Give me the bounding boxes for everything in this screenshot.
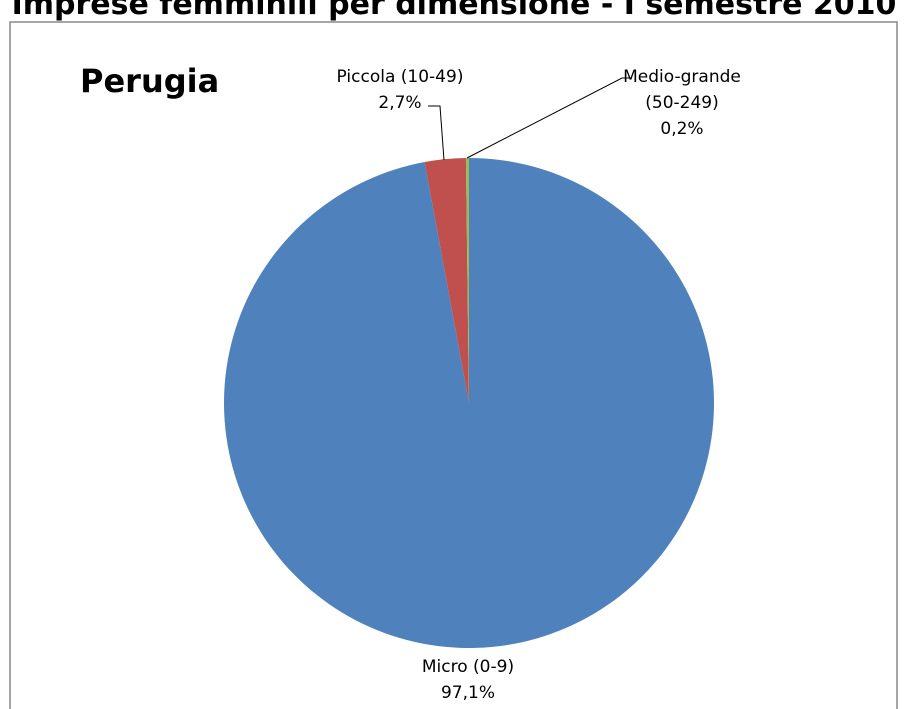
data-label: Medio-grande (50-249) 0,2% bbox=[622, 64, 742, 142]
chart-subtitle: Perugia bbox=[80, 62, 219, 100]
value-label: 2,7% bbox=[378, 93, 422, 113]
value-label: 0,2% bbox=[660, 119, 704, 139]
category-label: Medio-grande (50-249) bbox=[623, 67, 741, 113]
leader-line bbox=[428, 105, 445, 161]
leader-line bbox=[466, 77, 632, 159]
category-label: Piccola (10-49) bbox=[336, 67, 464, 87]
value-label: 97,1% bbox=[440, 683, 495, 703]
pie-slice bbox=[465, 158, 469, 403]
chart-title: Imprese femminili per dimensione - I sem… bbox=[12, 0, 897, 22]
data-label: Micro (0-9) 97,1% bbox=[388, 654, 548, 706]
category-label: Micro (0-9) bbox=[421, 657, 515, 677]
data-label: Piccola (10-49) 2,7% bbox=[330, 64, 470, 116]
pie-slice bbox=[223, 158, 714, 648]
pie-slice bbox=[424, 158, 469, 403]
